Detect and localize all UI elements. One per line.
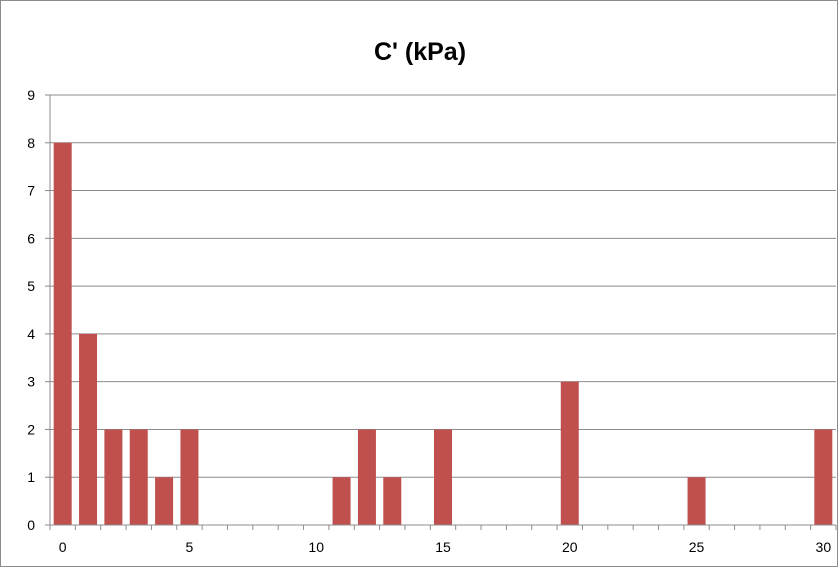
- bar-x-3: [129, 429, 148, 525]
- y-tick-label: 5: [27, 278, 35, 294]
- axes: [45, 94, 837, 530]
- bar-x-4: [155, 477, 174, 525]
- x-tick-label: 15: [435, 539, 451, 555]
- bar-x-12: [357, 429, 376, 525]
- bars: [53, 142, 833, 525]
- bar-x-15: [434, 429, 452, 525]
- y-tick-label: 9: [27, 87, 35, 103]
- y-tick-label: 6: [27, 230, 35, 246]
- x-tick-label: 30: [816, 539, 832, 555]
- x-tick-label: 5: [186, 539, 194, 555]
- x-tick-label: 10: [308, 539, 324, 555]
- gridlines: [50, 94, 836, 478]
- y-tick-label: 2: [27, 421, 35, 437]
- y-tick-label: 0: [27, 517, 35, 533]
- bar-x-1: [79, 333, 98, 525]
- x-tick-label: 0: [59, 539, 67, 555]
- y-tick-label: 4: [27, 326, 35, 342]
- bar-x-30: [814, 429, 833, 525]
- bar-x-2: [104, 429, 123, 525]
- y-tick-label: 3: [27, 374, 35, 390]
- y-tick-label: 8: [27, 135, 35, 151]
- y-tick-label: 7: [27, 183, 35, 199]
- bar-x-5: [180, 429, 199, 525]
- bar-x-0: [53, 142, 72, 525]
- tick-labels: 0 1 2 3 4 5 6 7 8 9 0 5 10 15 20 25 30: [27, 87, 831, 555]
- y-tick-label: 1: [27, 469, 35, 485]
- bar-x-20: [560, 381, 579, 525]
- bar-x-13: [383, 477, 402, 525]
- x-tick-label: 20: [562, 539, 578, 555]
- chart-title: C' (kPa): [373, 38, 467, 66]
- bar-x-11: [332, 477, 351, 525]
- x-tick-label: 25: [689, 539, 705, 555]
- bar-x-25: [687, 477, 706, 525]
